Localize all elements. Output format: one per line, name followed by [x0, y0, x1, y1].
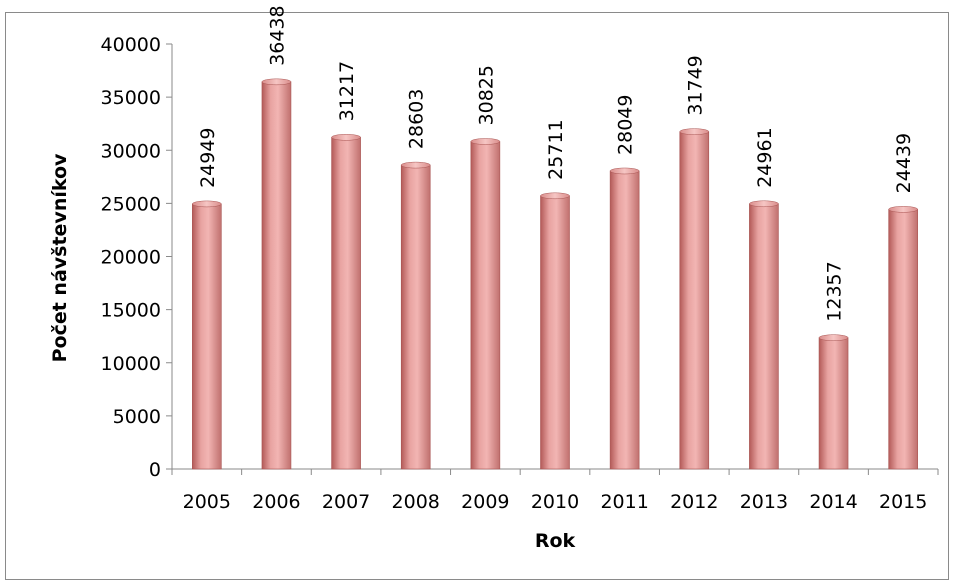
bar-top: [540, 192, 570, 200]
y-tick-label: 15000: [101, 300, 161, 322]
bar: [818, 337, 849, 470]
x-tick-label: 2007: [322, 491, 370, 513]
x-axis-title: Rok: [535, 530, 576, 552]
bar-top: [609, 167, 640, 175]
x-tick-label: 2015: [879, 491, 927, 513]
bar-top: [888, 206, 918, 213]
data-label: 36438: [266, 5, 288, 65]
data-label: 24949: [197, 127, 219, 187]
y-tick-label: 40000: [101, 34, 161, 56]
y-axis: 0 5000 10000 15000 20000 25000 30000 35000 40000: [101, 34, 173, 481]
x-tick-label: 2013: [740, 491, 788, 513]
bar: [679, 131, 710, 470]
bar-top: [400, 161, 431, 169]
x-tick-label: 2014: [809, 491, 857, 513]
bar-top: [818, 334, 849, 341]
x-tick-label: 2009: [461, 491, 509, 513]
x-tick-label: 2008: [392, 491, 440, 513]
bar-top: [749, 200, 779, 208]
data-label: 24961: [754, 127, 776, 187]
x-tick-label: 2006: [252, 491, 300, 513]
bar: [609, 170, 640, 470]
y-tick-label: 0: [149, 459, 161, 481]
data-label: 12357: [824, 261, 846, 321]
x-tick-label: 2011: [600, 491, 648, 513]
data-label: 30825: [475, 65, 497, 125]
bar-top: [679, 128, 710, 135]
bar: [540, 195, 570, 470]
bar-top: [470, 138, 501, 145]
bar-top: [331, 134, 361, 141]
bars: [192, 78, 918, 470]
data-label: 24439: [893, 133, 915, 193]
x-tick-label: 2012: [670, 491, 718, 513]
y-tick-label: 10000: [101, 353, 161, 375]
x-tick-label: 2010: [531, 491, 579, 513]
x-axis: 2005 2006 2007 2008 2009 2010 2011 2012 2013 2014…: [171, 468, 939, 513]
bar-top: [261, 78, 292, 86]
x-tick-label: 2005: [183, 491, 231, 513]
data-label: 28603: [406, 89, 428, 149]
bar: [749, 203, 779, 470]
y-tick-label: 5000: [113, 406, 161, 428]
bar: [888, 209, 918, 470]
y-tick-label: 25000: [101, 193, 161, 215]
bar: [192, 203, 222, 470]
data-labels: 24949 36438 31217 28603 30825 25711 28049 31749…: [197, 5, 915, 321]
bar: [261, 81, 292, 470]
bar: [470, 141, 501, 470]
bar: [400, 164, 431, 470]
data-label: 28049: [615, 95, 637, 155]
data-label: 31217: [336, 61, 358, 121]
bar-top: [192, 200, 222, 208]
y-tick-label: 30000: [101, 140, 161, 162]
y-tick-label: 20000: [101, 247, 161, 269]
data-label: 25711: [545, 119, 567, 179]
data-label: 31749: [684, 55, 706, 115]
bar: [331, 137, 361, 470]
y-axis-title: Počet návštevníkov: [49, 153, 71, 362]
y-tick-label: 35000: [101, 87, 161, 109]
